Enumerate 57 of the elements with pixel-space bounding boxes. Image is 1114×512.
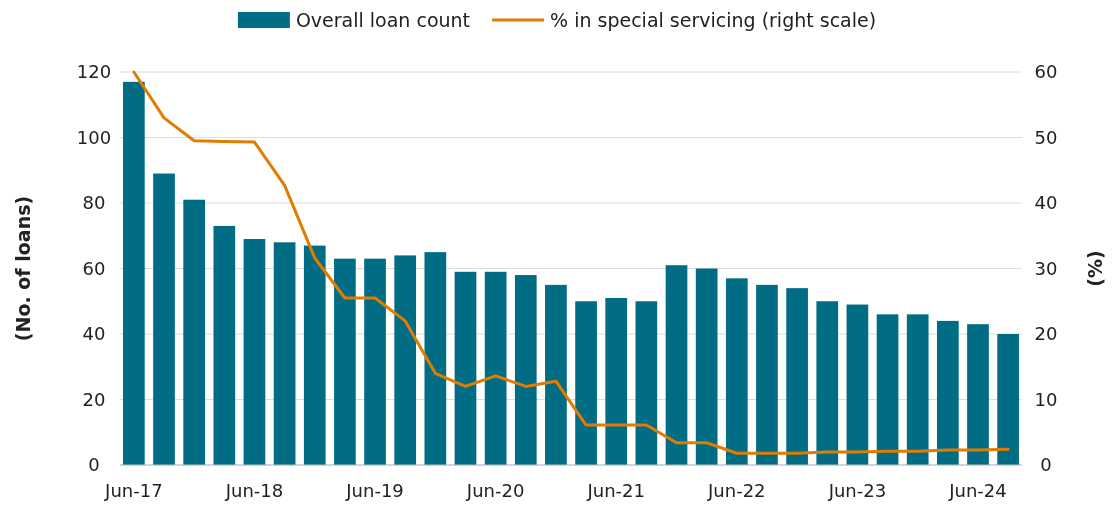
bar <box>303 245 326 465</box>
y-tick-label: 80 <box>82 192 106 214</box>
y-tick-label: 0 <box>88 454 100 476</box>
y-tick-label: 100 <box>76 126 112 148</box>
bar <box>967 324 989 465</box>
bar <box>756 284 778 465</box>
legend-label: % in special servicing (right scale) <box>550 8 877 31</box>
y-tick-label: 60 <box>82 257 106 279</box>
bar <box>243 239 266 465</box>
bar <box>575 301 597 465</box>
bar <box>635 301 658 465</box>
x-tick-label: Jun-24 <box>948 480 1007 501</box>
x-tick-label: Jun-23 <box>827 480 887 501</box>
bar <box>786 288 808 465</box>
bar <box>484 271 507 465</box>
bar <box>816 301 839 465</box>
bar <box>153 173 175 465</box>
x-tick-label: Jun-22 <box>707 480 766 501</box>
x-tick-label: Jun-19 <box>345 480 404 501</box>
bar <box>605 297 628 465</box>
bar <box>454 271 477 465</box>
y-tick-label: 20 <box>82 388 106 410</box>
bar <box>906 314 929 465</box>
x-tick-label: Jun-21 <box>586 480 645 501</box>
bar <box>394 255 417 465</box>
legend-label: Overall loan count <box>295 8 471 31</box>
x-tick-label: Jun-20 <box>465 480 525 501</box>
x-tick-label: Jun-17 <box>104 480 163 501</box>
bar <box>514 275 537 465</box>
bar <box>273 242 296 465</box>
bar <box>695 268 718 465</box>
line-series <box>132 70 1010 455</box>
y-tick-label: 120 <box>76 61 112 83</box>
y2-tick-label: 10 <box>1034 388 1058 410</box>
bar <box>936 320 959 465</box>
y-tick-label: 40 <box>82 323 106 345</box>
bar <box>364 258 386 465</box>
y2-tick-label: 50 <box>1034 126 1058 148</box>
y2-tick-label: 40 <box>1034 192 1058 214</box>
x-tick-label: Jun-18 <box>224 480 284 501</box>
y2-tick-label: 30 <box>1034 257 1058 279</box>
bar <box>846 304 869 465</box>
bar <box>183 199 206 465</box>
y2-tick-label: 60 <box>1034 61 1058 83</box>
bar <box>334 258 356 465</box>
y2-axis-title: (%) <box>1084 250 1106 287</box>
y-axis-title: (No. of loans) <box>12 195 34 342</box>
bar <box>725 278 748 465</box>
bar <box>997 334 1019 465</box>
y2-tick-label: 20 <box>1034 323 1058 345</box>
bar <box>876 314 899 465</box>
bar <box>545 284 567 465</box>
bar <box>424 252 447 465</box>
bar <box>213 225 236 465</box>
bar <box>665 265 688 465</box>
y2-tick-label: 0 <box>1040 454 1052 476</box>
bar <box>123 81 145 465</box>
